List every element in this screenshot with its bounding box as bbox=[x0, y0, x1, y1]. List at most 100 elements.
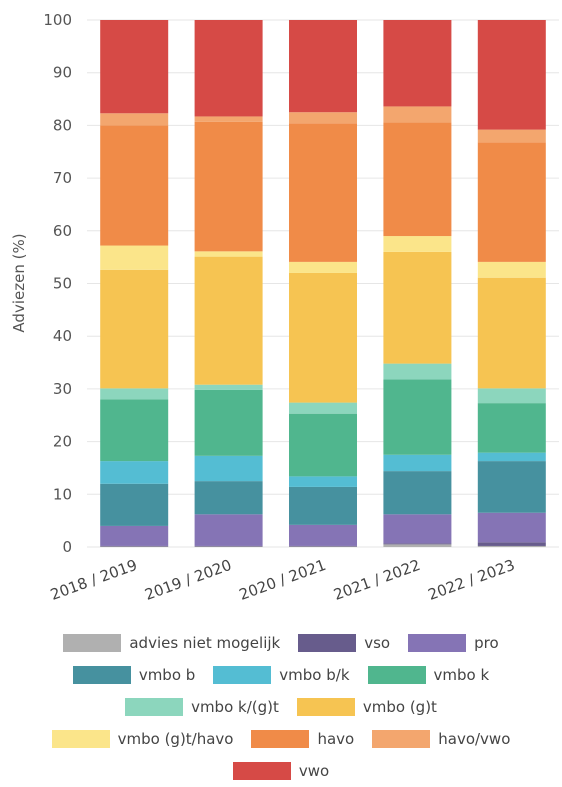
bar-segment[interactable] bbox=[477, 388, 546, 404]
bar-segment[interactable] bbox=[477, 142, 546, 262]
bar-segment[interactable] bbox=[100, 461, 169, 484]
bar-segment[interactable] bbox=[383, 454, 452, 472]
bar-segment[interactable] bbox=[289, 20, 357, 113]
bar-segment[interactable] bbox=[477, 277, 546, 389]
legend-item[interactable]: havo bbox=[251, 730, 354, 748]
legend-row: vmbo k/(g)t vmbo (g)t bbox=[0, 691, 562, 723]
legend-item[interactable]: vmbo (g)t/havo bbox=[51, 730, 234, 748]
bar-segment[interactable] bbox=[100, 525, 169, 546]
legend-label: vmbo (g)t bbox=[362, 698, 437, 716]
legend-item[interactable]: pro bbox=[408, 634, 499, 652]
bar-segment[interactable] bbox=[100, 399, 169, 462]
bar-segment[interactable] bbox=[194, 455, 263, 482]
bar-segment[interactable] bbox=[194, 256, 263, 385]
bar-segment[interactable] bbox=[289, 272, 357, 403]
bar-segment[interactable] bbox=[194, 384, 263, 390]
x-tick-label: 2020 / 2021 bbox=[237, 556, 329, 604]
bar-segment[interactable] bbox=[194, 546, 263, 547]
legend-label: advies niet mogelijk bbox=[129, 634, 281, 652]
bar-segment[interactable] bbox=[194, 251, 263, 257]
bar-segment[interactable] bbox=[289, 545, 357, 547]
bar-segment[interactable] bbox=[383, 544, 452, 547]
bar-segment[interactable] bbox=[289, 546, 357, 547]
bar-segment[interactable] bbox=[289, 123, 357, 262]
legend-item[interactable]: vmbo k/(g)t bbox=[125, 698, 279, 716]
bar-segment[interactable] bbox=[100, 388, 169, 400]
legend-label: vmbo k/(g)t bbox=[191, 698, 279, 716]
bar-segment[interactable] bbox=[383, 514, 452, 544]
bar-segment[interactable] bbox=[100, 125, 169, 246]
legend-item[interactable]: vmbo k bbox=[367, 666, 490, 684]
bar-segment[interactable] bbox=[477, 20, 546, 130]
bar-segment[interactable] bbox=[100, 20, 169, 114]
bar-segment[interactable] bbox=[194, 20, 263, 117]
bar-segment[interactable] bbox=[289, 261, 357, 273]
bar-segment[interactable] bbox=[194, 121, 263, 252]
bar-segment[interactable] bbox=[194, 116, 263, 122]
bar-segment[interactable] bbox=[194, 514, 263, 546]
y-tick-label: 90 bbox=[53, 64, 72, 82]
bar-segment[interactable] bbox=[383, 543, 452, 545]
y-tick-label: 70 bbox=[53, 169, 72, 187]
bar-segment[interactable] bbox=[289, 413, 357, 477]
y-tick-label: 80 bbox=[53, 116, 72, 134]
bar-segment[interactable] bbox=[100, 113, 169, 126]
bar-segment[interactable] bbox=[477, 452, 546, 462]
legend-swatch bbox=[72, 666, 131, 684]
legend-label: havo/vwo bbox=[438, 730, 511, 748]
legend-item[interactable]: vmbo (g)t bbox=[296, 698, 437, 716]
bar-segment[interactable] bbox=[477, 461, 546, 513]
legend-item[interactable]: havo/vwo bbox=[372, 730, 510, 748]
legend-swatch bbox=[213, 666, 272, 684]
bar-segment[interactable] bbox=[383, 20, 452, 107]
bar-segment[interactable] bbox=[383, 122, 452, 237]
bar-segment[interactable] bbox=[383, 363, 452, 380]
bar-segment[interactable] bbox=[194, 389, 263, 456]
y-tick-label: 100 bbox=[43, 11, 72, 29]
bars bbox=[100, 20, 546, 547]
legend-item[interactable]: vso bbox=[298, 634, 390, 652]
bar-segment[interactable] bbox=[477, 545, 546, 547]
legend-label: pro bbox=[474, 634, 499, 652]
legend-label: havo bbox=[317, 730, 355, 748]
y-tick-label: 40 bbox=[53, 327, 72, 345]
bar-segment[interactable] bbox=[477, 512, 546, 543]
bar-segment[interactable] bbox=[383, 236, 452, 252]
legend-row: vwo bbox=[0, 755, 562, 787]
bar-segment[interactable] bbox=[477, 261, 546, 278]
legend-label: vmbo (g)t/havo bbox=[117, 730, 234, 748]
bar-segment[interactable] bbox=[100, 245, 169, 270]
legend-label: vso bbox=[364, 634, 391, 652]
y-axis-ticks: 0 10 20 30 40 50 60 70 80 90 100 bbox=[43, 11, 72, 556]
legend: advies niet mogelijk vso pro vmbo b vmbo b/k… bbox=[0, 627, 562, 787]
bar-segment[interactable] bbox=[100, 545, 169, 547]
x-tick-label: 2019 / 2020 bbox=[142, 556, 234, 604]
bar-segment[interactable] bbox=[477, 129, 546, 143]
legend-item[interactable]: vmbo b bbox=[72, 666, 195, 684]
bar-segment[interactable] bbox=[383, 251, 452, 364]
bar-segment[interactable] bbox=[477, 403, 546, 453]
bar-segment[interactable] bbox=[383, 471, 452, 515]
bar-segment[interactable] bbox=[100, 483, 169, 526]
legend-label: vmbo b/k bbox=[279, 666, 350, 684]
legend-item[interactable]: advies niet mogelijk bbox=[63, 634, 280, 652]
bar-segment[interactable] bbox=[289, 486, 357, 525]
legend-item[interactable]: vwo bbox=[232, 762, 329, 780]
legend-swatch bbox=[296, 698, 355, 716]
bar-segment[interactable] bbox=[289, 402, 357, 414]
bar-segment[interactable] bbox=[289, 112, 357, 124]
stacked-bar-chart: 0 10 20 30 40 50 60 70 80 90 100 Adviezen (%) 2018… bbox=[10, 11, 559, 604]
bar-segment[interactable] bbox=[383, 106, 452, 123]
bar-segment[interactable] bbox=[100, 546, 169, 547]
bar-segment[interactable] bbox=[100, 269, 169, 389]
x-tick-label: 2021 / 2022 bbox=[331, 556, 423, 604]
bar-segment[interactable] bbox=[194, 481, 263, 515]
legend-item[interactable]: vmbo b/k bbox=[213, 666, 350, 684]
bar-segment[interactable] bbox=[289, 476, 357, 487]
legend-label: vmbo k bbox=[433, 666, 490, 684]
bar-segment[interactable] bbox=[477, 542, 546, 546]
y-tick-label: 20 bbox=[53, 433, 72, 451]
bar-segment[interactable] bbox=[194, 545, 263, 547]
bar-segment[interactable] bbox=[383, 379, 452, 455]
bar-segment[interactable] bbox=[289, 524, 357, 546]
